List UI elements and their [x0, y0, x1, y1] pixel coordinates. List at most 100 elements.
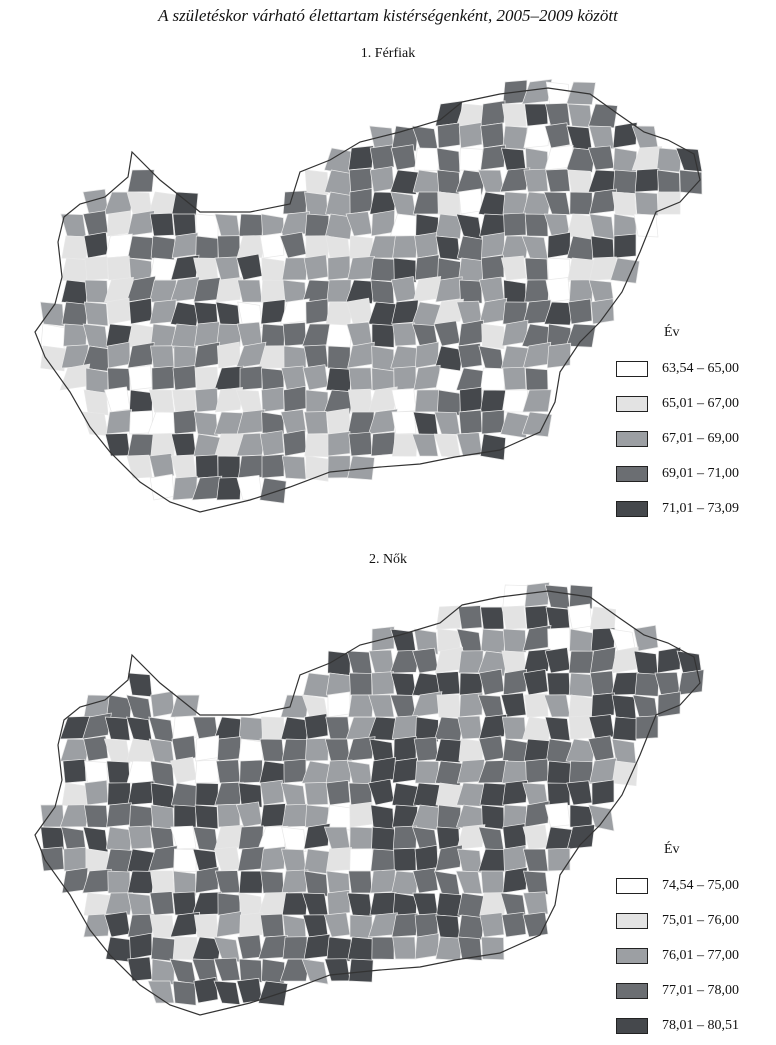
region-area: [327, 455, 351, 479]
region-area: [547, 847, 571, 872]
region-area: [214, 870, 241, 894]
region-area: [414, 341, 440, 369]
region-area: [522, 669, 549, 696]
region-area: [348, 145, 374, 171]
region-area: [127, 235, 155, 261]
region-area: [524, 800, 550, 828]
legend-label: 63,54 – 65,00: [662, 360, 739, 376]
region-area: [568, 715, 593, 740]
region-area: [412, 867, 439, 894]
region-area: [172, 980, 197, 1006]
map-women: [34, 582, 705, 1016]
region-area: [611, 760, 638, 787]
region-area: [302, 914, 329, 938]
region-area: [479, 433, 507, 461]
region-area: [480, 100, 506, 127]
region-area: [611, 671, 639, 696]
region-area: [589, 757, 617, 784]
region-area: [525, 367, 549, 393]
region-area: [392, 322, 417, 347]
region-area: [346, 892, 373, 917]
region-area: [435, 936, 463, 961]
region-area: [524, 582, 550, 608]
region-area: [170, 756, 197, 784]
region-area: [568, 169, 593, 194]
region-area: [148, 453, 175, 479]
region-area: [546, 342, 572, 369]
region-area: [348, 431, 373, 457]
region-area: [148, 738, 175, 764]
region-area: [324, 738, 351, 762]
legend-label: 71,01 – 73,09: [662, 500, 739, 516]
region-area: [567, 603, 593, 630]
region-area: [679, 169, 703, 195]
region-area: [371, 209, 395, 237]
region-area: [389, 694, 417, 718]
region-area: [150, 235, 176, 262]
region-area: [261, 386, 285, 413]
legend-swatch: [616, 1017, 648, 1034]
region-area: [324, 958, 351, 982]
region-area: [215, 759, 241, 784]
region-area: [657, 169, 681, 196]
region-area: [480, 367, 506, 392]
region-area: [280, 409, 307, 435]
region-area: [545, 168, 571, 193]
region-area: [281, 257, 309, 281]
region-area: [369, 166, 395, 193]
region-area: [436, 804, 462, 830]
region-area: [415, 716, 439, 743]
region-area: [325, 367, 353, 392]
region-area: [304, 433, 330, 457]
region-area: [502, 628, 527, 653]
region-area: [501, 605, 527, 630]
legend-item: 65,01 – 67,00: [616, 386, 776, 421]
region-area: [173, 409, 197, 435]
region-area: [346, 650, 373, 675]
region-area: [260, 846, 286, 872]
region-area: [414, 389, 440, 413]
region-area: [565, 323, 597, 348]
region-area: [522, 824, 549, 850]
region-area: [566, 824, 596, 850]
region-area: [391, 388, 417, 413]
region-area: [106, 760, 131, 785]
region-area: [437, 122, 461, 149]
region-area: [568, 298, 593, 325]
region-area: [239, 365, 263, 391]
region-area: [412, 191, 442, 215]
region-area: [349, 672, 373, 696]
region-area: [502, 866, 528, 894]
region-area: [391, 411, 417, 435]
region-area: [126, 454, 153, 479]
region-area: [40, 826, 65, 851]
region-area: [281, 869, 309, 894]
region-area: [480, 606, 505, 630]
region-area: [411, 826, 439, 853]
region-area: [237, 934, 263, 960]
region-area: [588, 714, 615, 740]
region-area: [371, 826, 395, 852]
region-area: [499, 167, 531, 193]
legend-title: Év: [664, 842, 680, 857]
region-area: [544, 584, 571, 610]
region-area: [303, 254, 329, 281]
region-area: [239, 912, 263, 938]
region-area: [217, 803, 241, 828]
region-area: [216, 910, 242, 938]
region-area: [148, 389, 175, 413]
region-area: [524, 257, 549, 282]
region-area: [393, 847, 417, 872]
region-area: [457, 914, 484, 941]
region-area: [105, 826, 133, 853]
region-area: [239, 759, 263, 784]
region-area: [213, 365, 245, 391]
region-area: [215, 277, 243, 303]
region-area: [414, 760, 440, 784]
region-area: [60, 213, 87, 238]
region-area: [500, 255, 527, 281]
region-area: [60, 279, 90, 305]
region-area: [436, 605, 462, 630]
region-area: [282, 429, 307, 457]
region-area: [347, 341, 375, 369]
